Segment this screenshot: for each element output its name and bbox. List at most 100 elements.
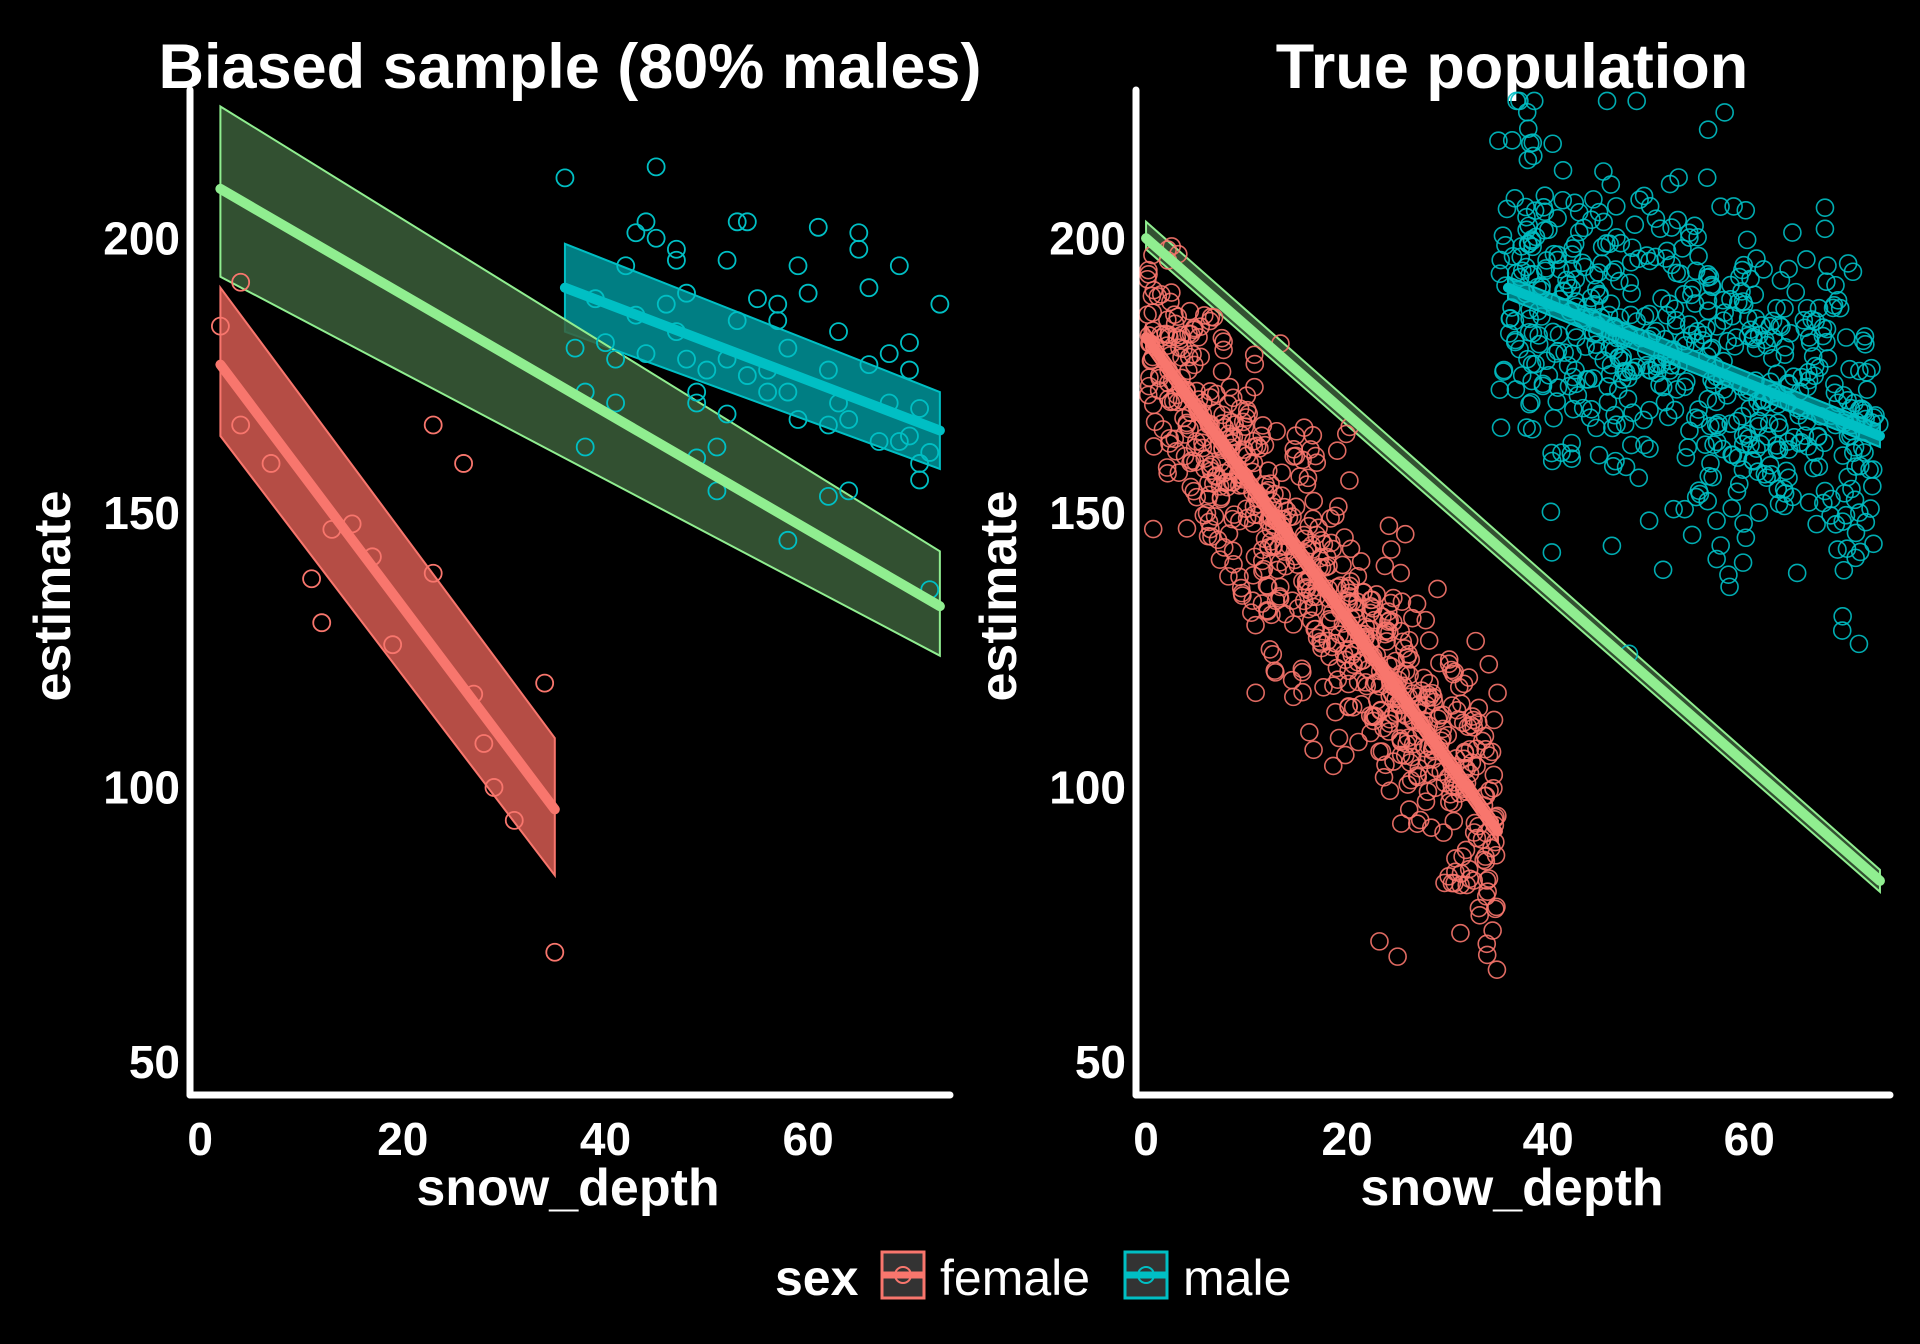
data-point-male: [1733, 460, 1753, 479]
data-point-male: [677, 283, 696, 303]
x-axis-label: snow_depth: [416, 1159, 719, 1217]
data-point-female: [545, 942, 565, 962]
data-point-male: [1741, 320, 1760, 340]
data-point-female: [1193, 438, 1213, 458]
data-point-male: [1607, 228, 1626, 247]
data-point-male: [1734, 514, 1753, 533]
data-point-female: [1380, 623, 1399, 642]
data-point-male: [1767, 436, 1786, 455]
data-point-male: [1833, 606, 1852, 626]
data-point-female: [1484, 765, 1504, 785]
data-point-female: [1433, 719, 1453, 739]
data-point-female: [1286, 446, 1306, 466]
data-point-male: [1837, 539, 1857, 559]
data-point-male: [1688, 227, 1707, 247]
data-point-male: [1682, 285, 1701, 305]
data-point-male: [1606, 197, 1626, 216]
data-point-male: [1517, 220, 1536, 240]
data-point-female: [1456, 840, 1476, 860]
data-point-male: [1569, 222, 1589, 242]
data-point-male: [1517, 418, 1536, 437]
data-point-female: [1223, 541, 1243, 561]
data-point-male: [829, 322, 848, 342]
y-tick-label: 100: [1049, 761, 1126, 813]
data-point-female: [1348, 672, 1368, 692]
data-point-male: [758, 382, 777, 402]
data-point-male: [737, 366, 757, 385]
data-point-male: [1809, 457, 1829, 477]
data-point-male: [1521, 393, 1541, 412]
data-point-female: [1263, 645, 1283, 664]
y-tick-label: 50: [129, 1036, 180, 1088]
data-point-male: [1719, 565, 1738, 585]
data-point-male: [1799, 362, 1818, 382]
data-point-female: [1326, 633, 1345, 653]
fit-line-pooled: [1141, 233, 1885, 886]
data-point-male: [1787, 563, 1807, 583]
data-point-female: [1340, 471, 1359, 490]
data-point-male: [1775, 345, 1795, 365]
data-point-female: [1212, 362, 1232, 381]
data-point-male: [1497, 199, 1517, 219]
panel-title: Biased sample (80% males): [159, 32, 982, 102]
data-point-female: [1262, 605, 1281, 625]
data-point-female: [1420, 688, 1439, 707]
data-point-male: [1700, 416, 1720, 436]
data-point-male: [606, 349, 625, 369]
data-point-female: [1387, 703, 1406, 723]
data-point-female: [1167, 328, 1187, 347]
legend-label-male: male: [1183, 1250, 1291, 1306]
data-point-male: [1682, 525, 1702, 545]
data-point-male: [930, 294, 950, 314]
data-point-male: [1562, 449, 1582, 469]
data-point-male: [1853, 331, 1873, 351]
data-point-male: [1770, 316, 1790, 335]
data-point-male: [1749, 503, 1769, 523]
data-point-female: [1191, 347, 1210, 367]
data-point-male: [1542, 443, 1561, 463]
data-point-male: [1833, 446, 1853, 465]
data-point-male: [1808, 427, 1828, 447]
data-point-male: [1721, 275, 1740, 295]
data-point-male: [717, 250, 737, 270]
data-point-male: [1573, 398, 1593, 418]
data-point-female: [1181, 477, 1201, 497]
data-point-female: [1395, 524, 1415, 544]
data-point-male: [1743, 329, 1763, 349]
data-point-male: [1491, 250, 1511, 270]
data-point-male: [616, 256, 636, 276]
data-point-male: [727, 311, 747, 331]
data-point-female: [1293, 682, 1312, 702]
data-point-male: [1752, 397, 1771, 417]
data-point-female: [1453, 713, 1473, 733]
data-point-male: [1818, 256, 1837, 275]
data-point-male: [1594, 162, 1613, 181]
data-point-male: [1713, 290, 1733, 310]
data-point-female: [1344, 642, 1364, 661]
data-point-male: [687, 393, 707, 413]
data-point-female: [1205, 507, 1225, 526]
data-point-female: [1486, 845, 1506, 865]
data-point-female: [1200, 311, 1220, 331]
data-point-male: [1656, 249, 1676, 268]
x-tick-label: 0: [187, 1113, 213, 1165]
data-point-female: [454, 454, 474, 473]
data-point-male: [1668, 210, 1688, 230]
data-point-male: [1555, 343, 1574, 362]
data-point-female: [1309, 518, 1328, 538]
data-point-male: [1578, 370, 1598, 389]
data-point-male: [1802, 310, 1821, 329]
data-point-male: [1598, 377, 1617, 396]
data-point-female: [1321, 533, 1341, 553]
data-point-male: [1518, 150, 1538, 170]
data-point-male: [1565, 193, 1585, 213]
data-point-male: [1779, 259, 1798, 279]
data-point-female: [1306, 446, 1325, 466]
data-point-male: [1564, 399, 1583, 419]
data-point-female: [1270, 553, 1290, 572]
data-point-male: [1849, 634, 1869, 654]
data-point-female: [1367, 585, 1386, 604]
data-point-female: [1165, 429, 1185, 449]
data-point-male: [1635, 435, 1654, 455]
data-point-female: [1323, 539, 1342, 559]
